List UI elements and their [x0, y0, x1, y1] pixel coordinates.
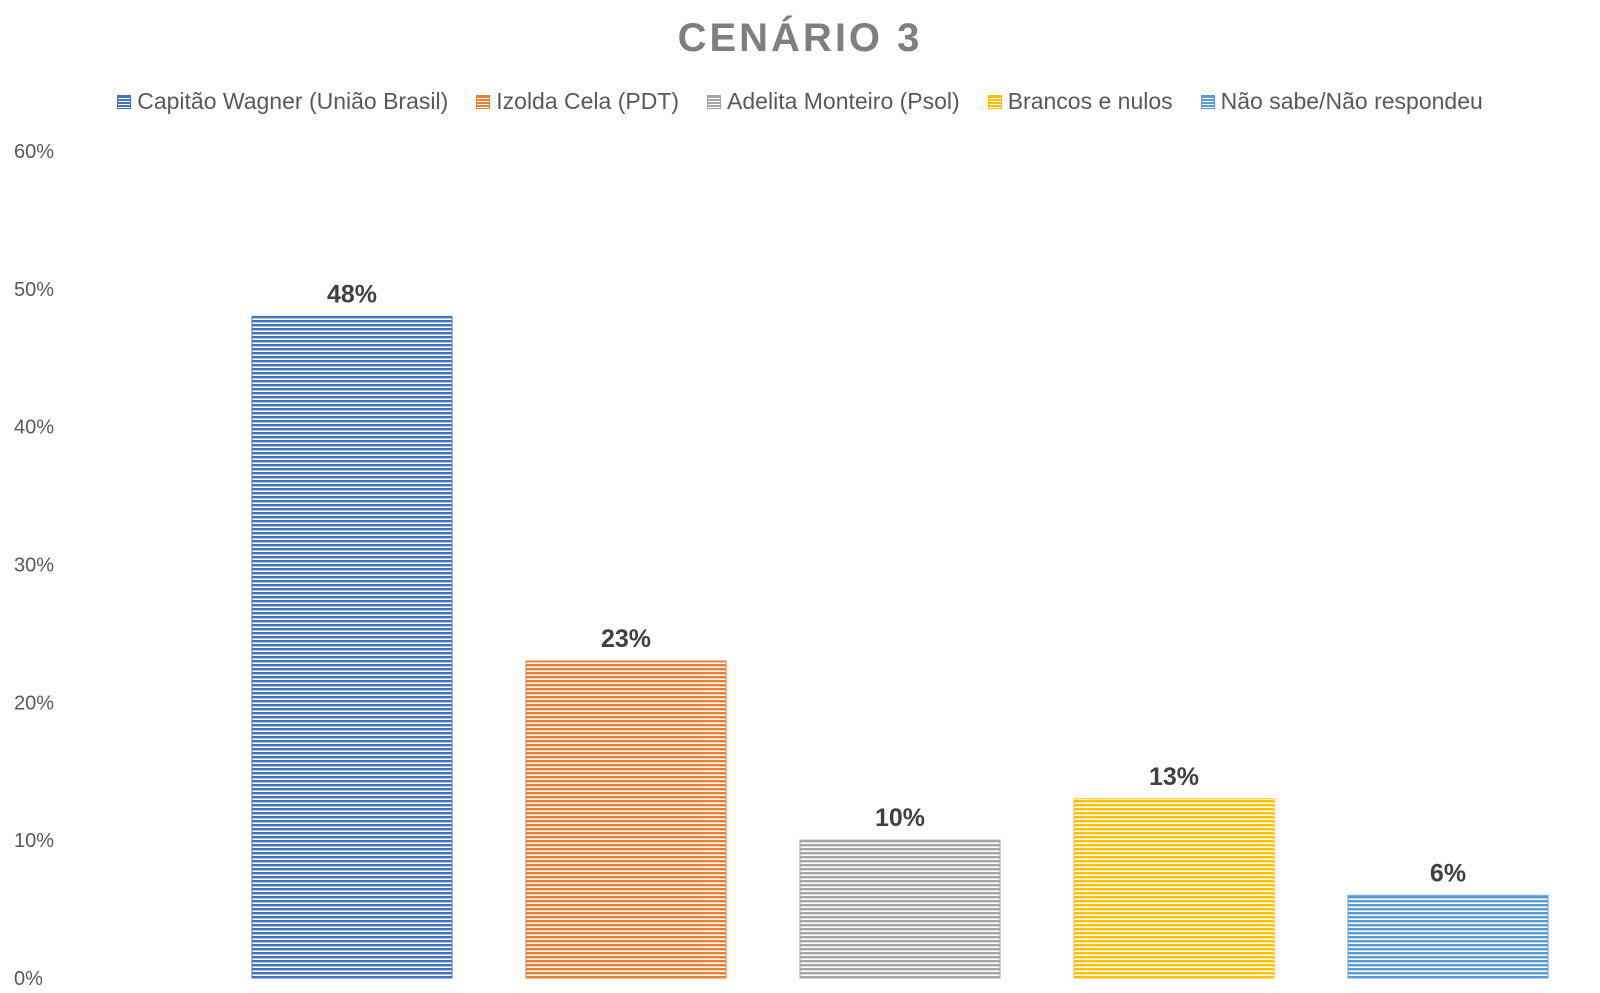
bar-5: [1347, 894, 1549, 979]
chart-title: CENÁRIO 3: [677, 16, 923, 60]
legend-label: Brancos e nulos: [1007, 88, 1173, 114]
y-tick-label: 30%: [14, 555, 54, 577]
y-tick-label: 20%: [14, 692, 54, 714]
y-tick-label: 10%: [14, 830, 54, 852]
legend-item-2: Izolda Cela (PDT): [476, 88, 679, 115]
bar-2: [525, 660, 727, 979]
data-label-1: 48%: [327, 280, 377, 308]
legend-item-3: Adelita Monteiro (Psol): [707, 88, 960, 115]
data-labels: 48% 23% 10% 13% 6%: [327, 280, 1466, 887]
y-tick-label: 40%: [14, 417, 54, 439]
bar-4: [1073, 798, 1275, 979]
legend-label: Izolda Cela (PDT): [496, 88, 680, 114]
y-tick-label: 0%: [14, 968, 43, 990]
legend-item-1: Capitão Wagner (União Brasil): [117, 88, 448, 115]
bar-3: [799, 839, 1001, 979]
legend-label: Adelita Monteiro (Psol): [727, 88, 960, 114]
y-tick-label: 50%: [14, 279, 54, 301]
legend-swatch: [1200, 94, 1215, 109]
legend-swatch: [707, 94, 722, 109]
legend-item-5: Não sabe/Não respondeu: [1200, 88, 1483, 115]
data-label-4: 13%: [1149, 763, 1199, 791]
data-label-2: 23%: [601, 625, 651, 653]
legend-label: Capitão Wagner (União Brasil): [137, 88, 449, 114]
y-axis: 0% 10% 20% 30% 40% 50% 60%: [14, 141, 54, 990]
bar-1: [251, 315, 453, 979]
legend: Capitão Wagner (União Brasil) Izolda Cela…: [0, 88, 1600, 115]
data-label-5: 6%: [1430, 859, 1466, 887]
legend-item-4: Brancos e nulos: [987, 88, 1173, 115]
legend-swatch: [476, 94, 491, 109]
y-tick-label: 60%: [14, 141, 54, 163]
bars: [251, 315, 1549, 979]
legend-label: Não sabe/Não respondeu: [1220, 88, 1483, 114]
legend-swatch: [987, 94, 1002, 109]
legend-swatch: [117, 94, 132, 109]
data-label-3: 10%: [875, 804, 925, 832]
